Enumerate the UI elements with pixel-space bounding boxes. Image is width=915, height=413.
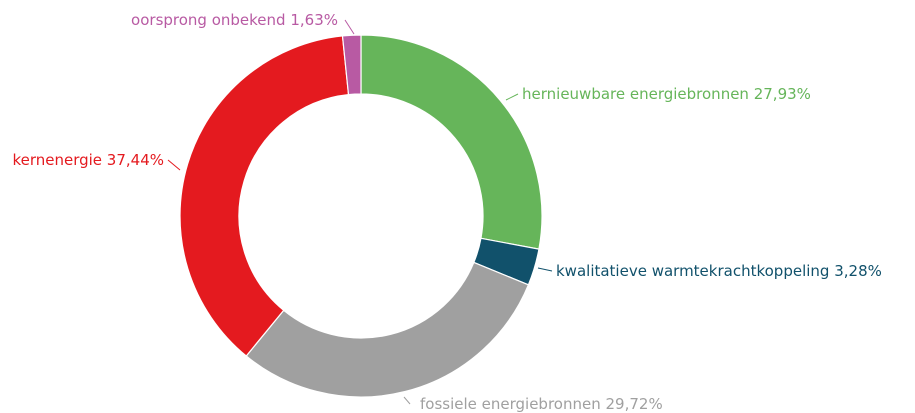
value-label: 3,28% [834, 262, 882, 280]
category-label: kernenergie [12, 151, 102, 169]
donut-slice [341, 34, 362, 96]
category-label: kwalitatieve warmtekrachtkoppeling [556, 262, 829, 280]
category-label: hernieuwbare energiebronnen [522, 85, 749, 103]
slice-label: fossiele energiebronnen 29,72% [420, 395, 663, 413]
slice-label: kernenergie 37,44% [12, 151, 164, 169]
leader-line [537, 267, 553, 272]
leader-line [505, 93, 519, 101]
slice-label: hernieuwbare energiebronnen 27,93% [522, 85, 811, 103]
donut-slice [179, 35, 350, 357]
value-label: 29,72% [606, 395, 663, 413]
leader-line [403, 396, 411, 405]
value-label: 27,93% [754, 85, 811, 103]
leader-line [167, 159, 181, 171]
slice-label: kwalitatieve warmtekrachtkoppeling 3,28% [556, 262, 882, 280]
category-label: oorsprong onbekend [131, 11, 286, 29]
category-label: fossiele energiebronnen [420, 395, 601, 413]
slice-label: oorsprong onbekend 1,63% [131, 11, 338, 29]
leader-line [344, 19, 355, 35]
value-label: 37,44% [107, 151, 164, 169]
value-label: 1,63% [290, 11, 338, 29]
donut-slice [245, 261, 530, 398]
donut-slice [360, 34, 543, 250]
